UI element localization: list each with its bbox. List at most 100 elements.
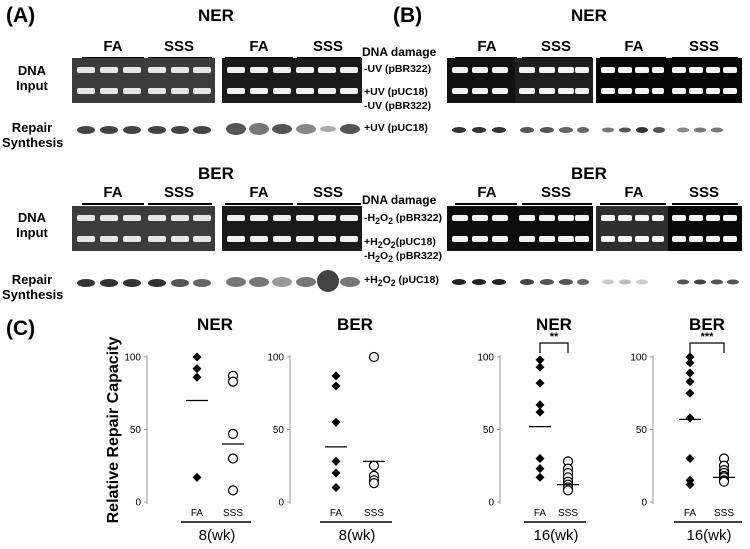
- c0-fa-point: [192, 352, 202, 362]
- c3-xlabel: 16(wk): [686, 527, 731, 544]
- a-ber-repair-label: Repair Synthesis: [2, 272, 64, 302]
- a-dna-damage-label: DNA damage: [362, 45, 437, 59]
- c3-title: BER: [689, 315, 725, 334]
- c1-fa-point: [331, 381, 341, 391]
- c2-fa-point: [535, 472, 545, 482]
- panel-b-letter: (B): [393, 4, 423, 27]
- b-ber-input-gel-left: [447, 206, 593, 251]
- b-ner-fa-left: FA: [477, 38, 497, 55]
- c1-sss-point: [368, 460, 380, 471]
- c2-fa-point: [535, 355, 545, 365]
- c3-ytick-label: 0: [641, 498, 647, 509]
- c0-sss-point: [227, 428, 239, 439]
- panel-a-letter: (A): [6, 4, 36, 27]
- a-ber-input-gel-right: [222, 206, 362, 251]
- c1-ytick-label: 50: [273, 425, 285, 436]
- c1-cat-fa: FA: [330, 508, 343, 519]
- c0-ytick-label: 0: [135, 498, 141, 509]
- b-ber-fa-right: FA: [624, 184, 644, 201]
- c3-fa-point: [685, 480, 695, 490]
- c3-fa-point: [685, 413, 695, 423]
- c3-fa-point: [685, 358, 695, 368]
- c1-fa-point: [331, 456, 341, 466]
- c2-sig-label: **: [550, 331, 559, 343]
- a-ner-sss-left: SSS: [163, 38, 194, 55]
- c1-xlabel: 8(wk): [339, 527, 376, 544]
- c2-ytick-label: 100: [477, 353, 494, 364]
- c2-ytick-label: 50: [483, 425, 495, 436]
- c1-ytick-label: 100: [267, 353, 284, 364]
- c1-ytick-label: 0: [278, 498, 284, 509]
- a-ner-repair-label: Repair Synthesis: [2, 120, 64, 150]
- c1-title: BER: [337, 315, 373, 334]
- c1-cat-sss: SSS: [364, 508, 384, 519]
- b-ner-input-gel-left: [447, 58, 593, 103]
- panel-c-charts: Relative Repair Capacity 0 50 100 NER FA SSS 8(…: [105, 315, 742, 544]
- b-ner-sss-left: SSS: [540, 38, 571, 55]
- panel-b-ber-title: BER: [571, 164, 607, 183]
- c3-sss-point: [718, 476, 730, 487]
- c2-xlabel: 16(wk): [533, 527, 578, 544]
- panel-a-ber-title: BER: [198, 164, 234, 183]
- b-ber-input-gel-right: [596, 206, 742, 251]
- c0-ytick-label: 50: [130, 425, 142, 436]
- c2-sss-point: [562, 485, 574, 496]
- c3-fa-point: [685, 368, 695, 378]
- c0-title: NER: [197, 315, 233, 334]
- c2-fa-point: [535, 407, 545, 417]
- c1-fa-point: [331, 417, 341, 427]
- b-ner-sss-right: SSS: [688, 38, 719, 55]
- a-ner-input-gel-right: [222, 58, 362, 103]
- c3-fa-point: [685, 454, 695, 463]
- b-ner-repair-blot: [452, 127, 723, 133]
- panel-c-letter: (C): [6, 317, 36, 340]
- b-ner-fa-right: FA: [624, 38, 644, 55]
- b-ber-sss-right: SSS: [688, 184, 719, 201]
- a-minus-uv-label-2: -UV (pBR322): [364, 100, 432, 112]
- c3-fa-point: [685, 377, 695, 387]
- c3-fa-point: [685, 352, 695, 362]
- c2-fa-point: [535, 454, 545, 463]
- a-ner-sss-right: SSS: [312, 38, 343, 55]
- a-ber-sss-left: SSS: [163, 184, 194, 201]
- c0-cat-sss: SSS: [223, 508, 243, 519]
- c2-cat-fa: FA: [534, 508, 547, 519]
- c3-ytick-label: 100: [630, 353, 647, 364]
- a-plus-h2o2-label: +H2O2(pUC18): [364, 236, 436, 251]
- c0-cat-fa: FA: [191, 508, 204, 519]
- b-ber-repair-blot: [452, 279, 739, 285]
- a-ner-repair-blot: [77, 123, 360, 135]
- c1-sss-point: [368, 351, 380, 363]
- a-plus-h2o2-repair-label: +H2O2 (pUC18): [364, 274, 439, 289]
- c2-sig-bracket: [539, 342, 569, 353]
- c2-fa-point: [535, 400, 545, 410]
- a-ber-fa-left: FA: [103, 184, 123, 201]
- b-ber-sss-left: SSS: [540, 184, 571, 201]
- a-ber-fa-right: FA: [249, 184, 269, 201]
- a-ner-fa-left: FA: [103, 38, 123, 55]
- c3-sig-label: ***: [701, 331, 715, 343]
- a-ber-dna-input-label: DNA Input: [16, 210, 48, 240]
- b-ner-input-gel-right: [596, 58, 742, 103]
- a-minus-h2o2-label: -H2O2 (pBR322): [364, 212, 443, 227]
- c1-fa-point: [331, 483, 341, 492]
- c3-sig-bracket: [689, 342, 725, 353]
- c0-sss-point: [227, 453, 239, 464]
- c2-fa-point: [535, 464, 545, 474]
- c2-ytick-label: 0: [488, 498, 494, 509]
- a-ner-fa-right: FA: [249, 38, 269, 55]
- c3-fa-point: [685, 388, 695, 398]
- c2-title: NER: [536, 315, 572, 334]
- a-minus-uv-label: -UV (pBR322): [364, 63, 432, 75]
- c0-sss-point: [227, 376, 239, 387]
- panel-b-ner-title: NER: [571, 6, 607, 25]
- c2-fa-point: [535, 362, 545, 372]
- c0-fa-point: [192, 364, 202, 374]
- c0-ytick-label: 100: [124, 353, 141, 364]
- a-plus-uv-repair-label: +UV (pUC18): [364, 122, 428, 134]
- a-ner-dna-input-label: DNA Input: [16, 63, 48, 93]
- c1-sss-point: [368, 478, 380, 489]
- a-ner-input-gel-left: [72, 58, 215, 103]
- a-ber-dna-damage-label: DNA damage: [362, 193, 437, 207]
- c0-xlabel: 8(wk): [199, 527, 236, 544]
